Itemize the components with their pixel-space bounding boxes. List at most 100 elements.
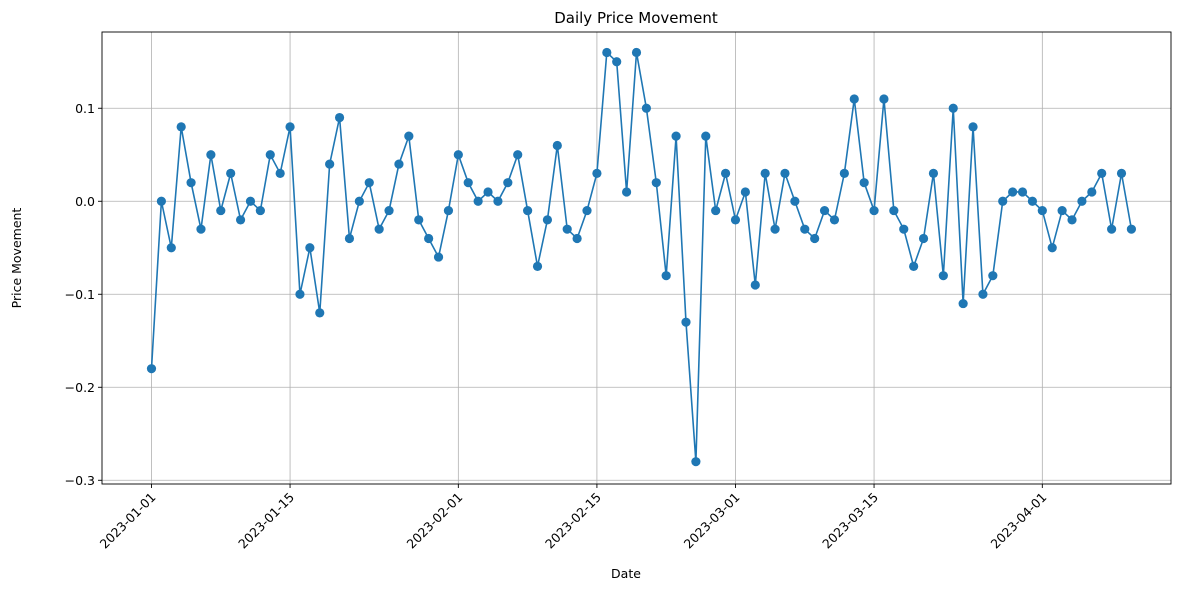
data-point <box>661 271 671 281</box>
data-point <box>325 159 335 169</box>
data-point <box>968 122 978 132</box>
data-point <box>681 317 691 327</box>
data-point <box>315 308 325 318</box>
data-point <box>493 196 503 206</box>
data-point <box>760 168 770 178</box>
data-point <box>1047 243 1057 253</box>
data-point <box>918 233 929 244</box>
data-point <box>602 47 612 58</box>
data-point <box>909 261 919 271</box>
data-point <box>532 261 543 271</box>
data-point <box>1008 187 1018 197</box>
data-point <box>572 233 582 244</box>
data-point <box>701 131 711 141</box>
data-point <box>869 205 879 216</box>
data-point <box>849 94 859 104</box>
data-point <box>889 205 899 216</box>
data-point <box>622 187 632 197</box>
data-point <box>364 178 374 188</box>
chart-title: Daily Price Movement <box>554 9 718 27</box>
y-tick-label: −0.3 <box>65 473 95 488</box>
data-point <box>770 224 780 234</box>
data-point <box>255 205 265 216</box>
series-line <box>150 50 1133 462</box>
data-point <box>473 196 483 206</box>
data-point <box>1097 168 1107 178</box>
data-point <box>740 187 750 197</box>
data-point <box>691 457 701 467</box>
data-point <box>433 252 444 262</box>
data-point <box>1027 196 1038 206</box>
data-point <box>592 168 602 178</box>
data-point <box>166 243 176 253</box>
data-point <box>711 205 721 216</box>
data-point <box>552 140 562 151</box>
data-point <box>839 168 849 178</box>
data-point <box>800 224 810 234</box>
y-axis-label: Price Movement <box>9 208 24 309</box>
data-point <box>503 178 513 188</box>
data-point <box>810 233 820 244</box>
data-point <box>651 178 661 188</box>
data-point <box>1057 205 1067 216</box>
data-point <box>414 215 424 225</box>
grid-lines <box>102 32 1171 484</box>
data-point <box>295 289 305 299</box>
y-tick-label: 0.0 <box>75 194 95 209</box>
data-point <box>463 178 473 188</box>
data-point <box>285 122 295 132</box>
data-point <box>374 224 384 234</box>
data-point <box>334 112 345 123</box>
data-point <box>938 271 948 281</box>
y-tick-label: −0.2 <box>65 380 95 395</box>
data-point <box>562 224 572 234</box>
data-point <box>305 243 315 253</box>
data-point <box>394 159 404 169</box>
data-point <box>859 178 869 188</box>
data-point <box>176 122 186 132</box>
x-axis-label: Date <box>611 566 641 581</box>
data-point <box>443 205 454 216</box>
data-point <box>226 168 236 178</box>
data-point <box>146 364 157 374</box>
data-point <box>790 196 800 206</box>
data-point <box>453 150 463 160</box>
data-point <box>750 280 760 290</box>
data-point <box>780 168 790 178</box>
data-point <box>1067 215 1077 225</box>
data-point <box>206 150 216 160</box>
y-tick-label: −0.1 <box>65 287 95 302</box>
data-point <box>196 224 206 234</box>
data-point <box>1116 168 1127 178</box>
data-point <box>542 215 553 225</box>
data-point <box>582 205 592 216</box>
data-point <box>730 215 741 225</box>
data-point <box>899 224 909 234</box>
data-point <box>1107 224 1117 234</box>
data-point <box>819 205 830 216</box>
data-point <box>948 103 958 113</box>
series-layer <box>146 47 1137 467</box>
data-point <box>988 271 998 281</box>
data-point <box>245 196 256 206</box>
data-point <box>928 168 939 178</box>
data-point <box>631 47 642 58</box>
plot-frame <box>101 31 1172 485</box>
data-point <box>216 205 226 216</box>
data-point <box>513 150 523 160</box>
data-point <box>879 94 889 104</box>
data-point <box>1017 187 1028 197</box>
data-point <box>671 131 681 141</box>
data-point <box>384 205 394 216</box>
data-point <box>641 103 652 113</box>
data-point <box>404 131 414 141</box>
data-point <box>998 196 1008 206</box>
data-point <box>354 196 364 206</box>
data-point <box>186 178 196 188</box>
data-point <box>720 168 731 178</box>
data-point <box>344 233 355 244</box>
data-point <box>1126 224 1137 234</box>
data-point <box>424 233 434 244</box>
